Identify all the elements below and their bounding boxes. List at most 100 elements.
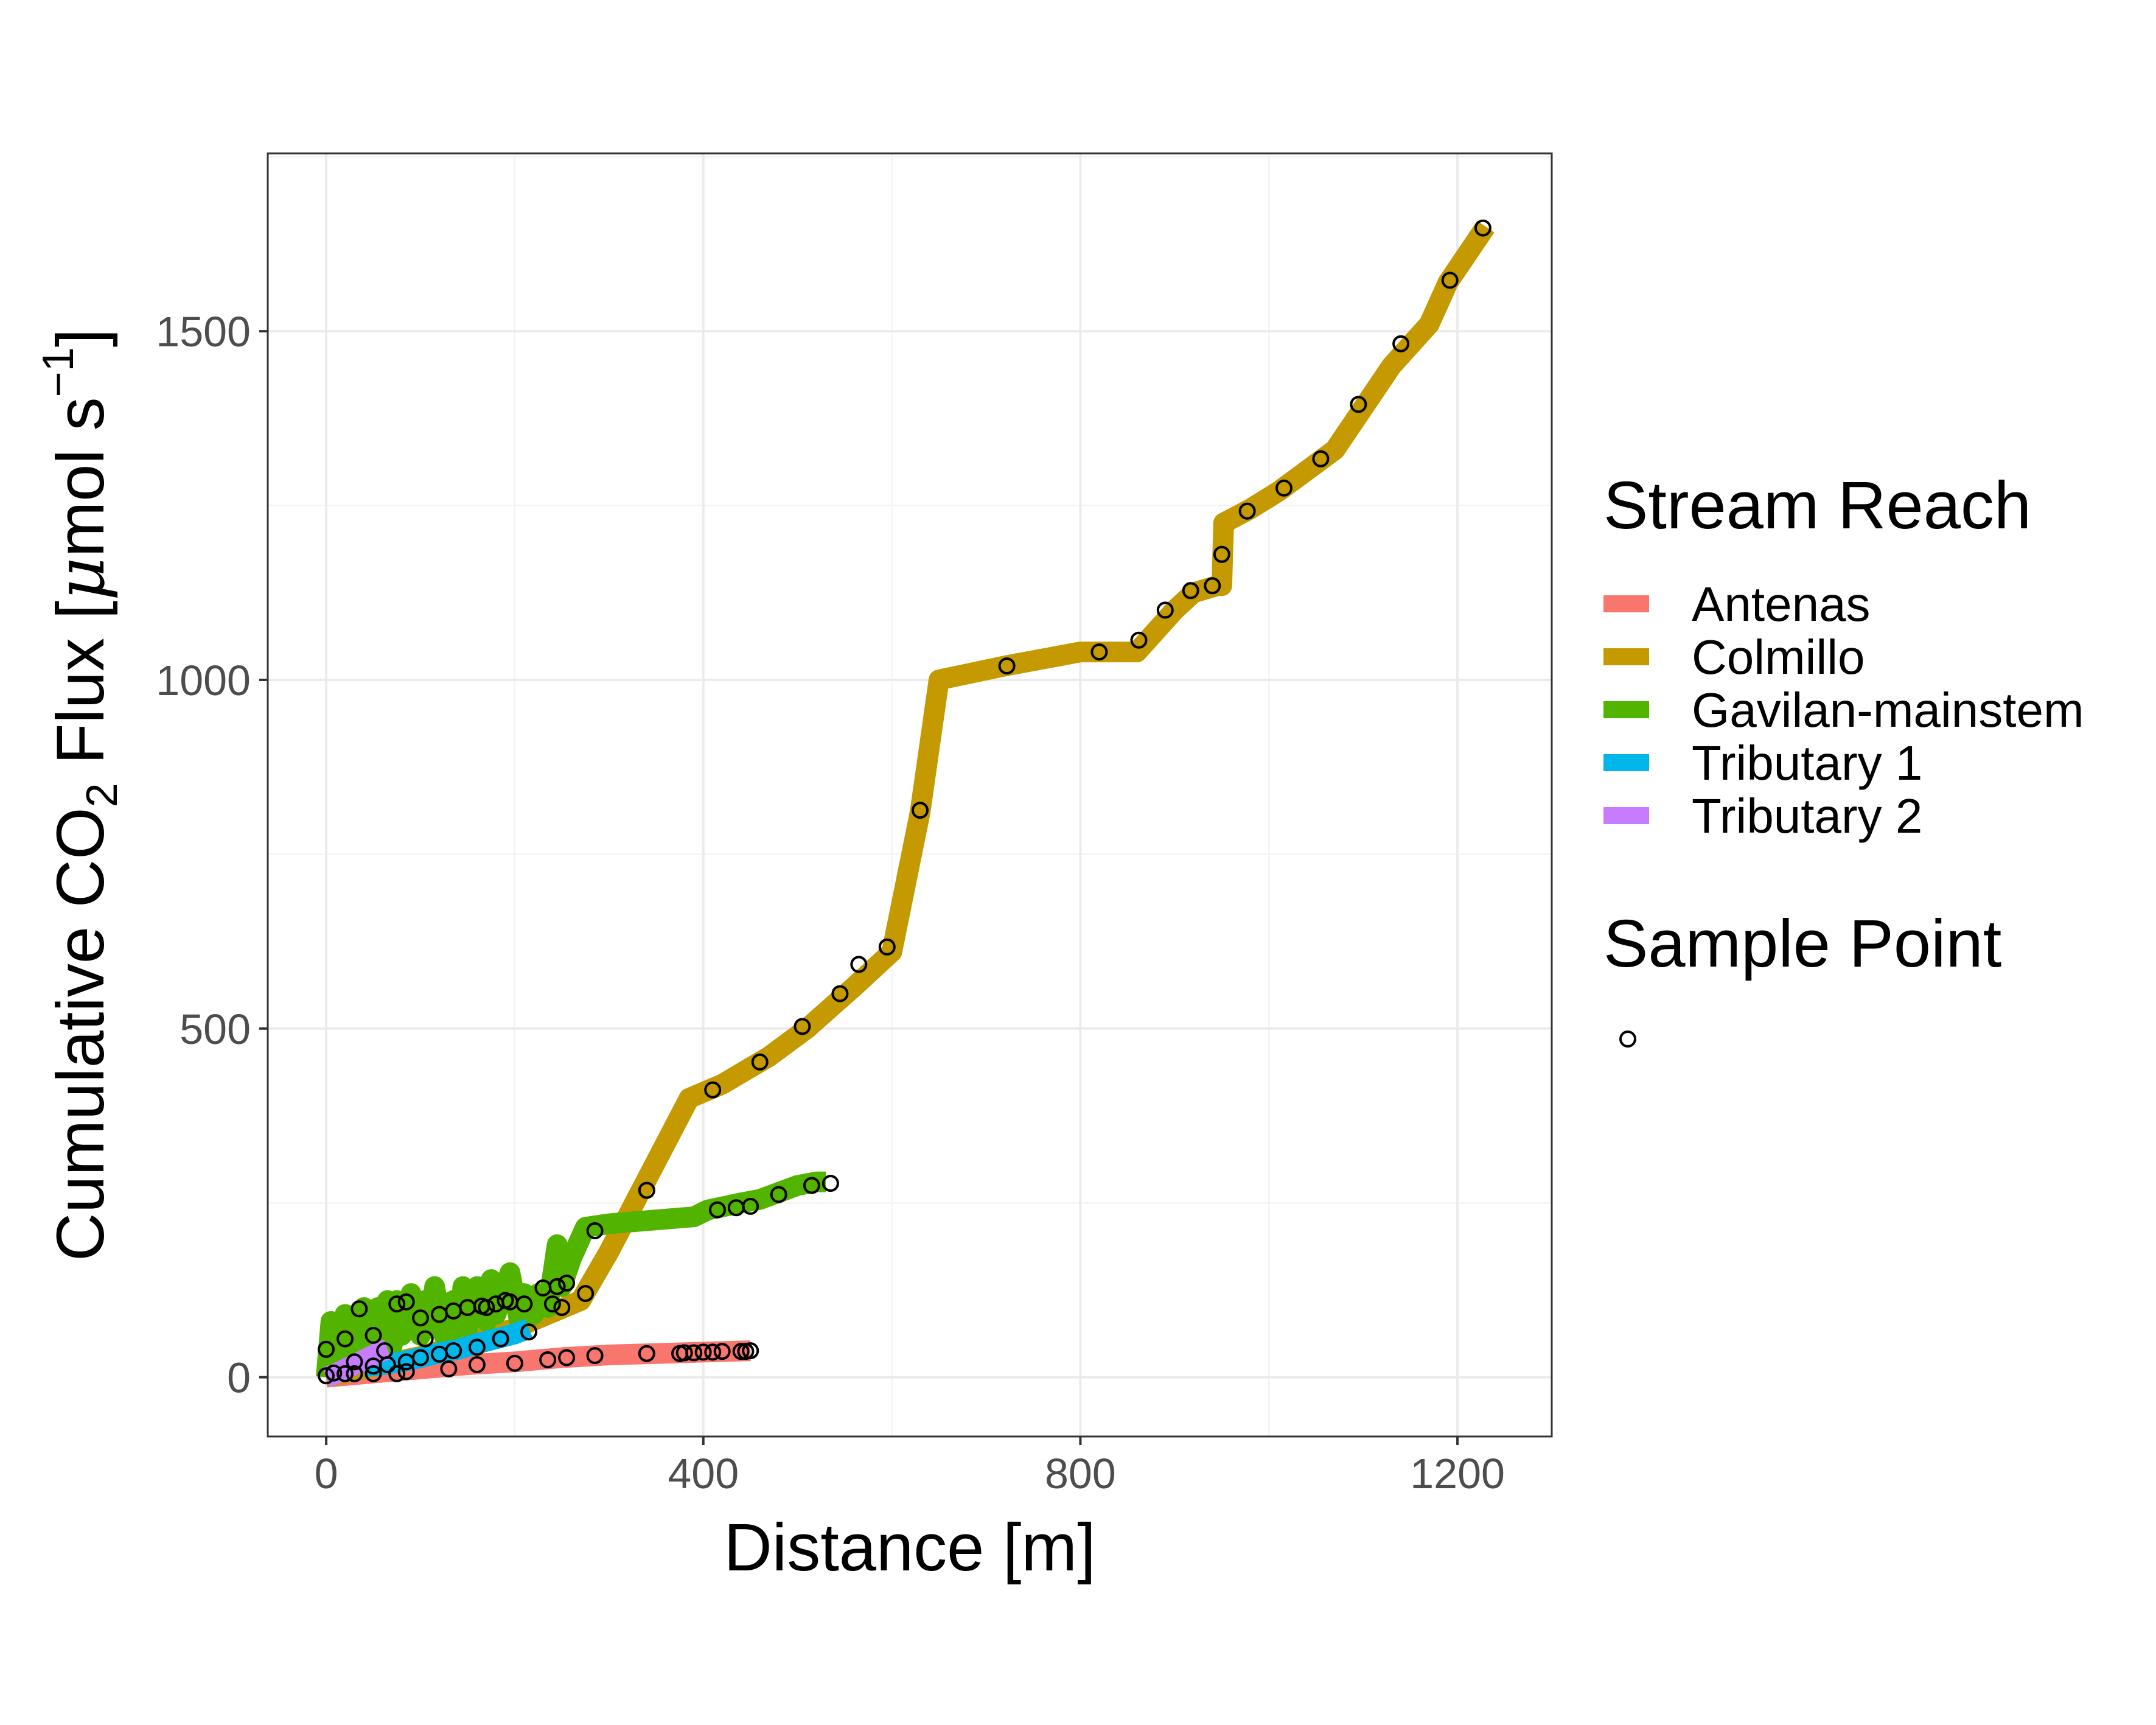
sample-point-gavilan-mainstem [388, 1295, 406, 1313]
sample-point-colmillo [1392, 335, 1410, 352]
y-axis-ticks: 0 500 1000 1500 [156, 308, 268, 1402]
y-axis-title-part-2: Flux [ [43, 601, 118, 783]
y-axis-title-subscript: 2 [78, 783, 127, 807]
sample-point-gavilan-mainstem [709, 1201, 726, 1219]
legend-key-antenas [1603, 595, 1649, 612]
legend-title-stream-reach: Stream Reach [1603, 468, 2031, 543]
y-axis-title-part-3: mol s [43, 397, 118, 558]
sample-point-gavilan-mainstem [770, 1186, 787, 1203]
legend-key-colmillo [1603, 648, 1649, 665]
y-axis-title-part-1: Cumulative CO [43, 807, 118, 1261]
plot-panel [268, 153, 1552, 1436]
legend-label-colmillo: Colmillo [1692, 630, 1865, 684]
sample-point-tributary-1 [492, 1330, 509, 1348]
panel-border [267, 152, 1553, 1438]
y-axis-title-part-4: ] [43, 329, 118, 348]
x-tick-label: 400 [668, 1450, 739, 1497]
sample-point-colmillo [1474, 219, 1491, 237]
sample-point-gavilan-mainstem [337, 1330, 354, 1348]
sample-point-colmillo [998, 657, 1016, 675]
sample-point-gavilan-mainstem [478, 1299, 495, 1317]
sample-points [318, 219, 1491, 1385]
sample-point-gavilan-mainstem [365, 1326, 382, 1344]
legend-key-tributary-1 [1603, 754, 1649, 771]
sample-point-colmillo [1312, 450, 1330, 467]
legend-title-sample-point: Sample Point [1603, 906, 2001, 981]
sample-point-colmillo [577, 1285, 595, 1303]
sample-point-antenas [713, 1343, 731, 1360]
legend-items: AntenasColmilloGavilan-mainstemTributary… [1603, 577, 2084, 843]
sample-point-gavilan-mainstem [416, 1330, 434, 1348]
sample-point-tributary-2 [325, 1364, 343, 1382]
series-line-gavilan-mainstem [316, 1171, 827, 1379]
sample-point-colmillo [1130, 631, 1148, 649]
x-tick-label: 800 [1045, 1450, 1116, 1497]
sample-point-colmillo [1350, 396, 1367, 413]
sample-point-antenas [694, 1343, 712, 1361]
series-lines [316, 220, 1495, 1388]
sample-point-colmillo [1441, 271, 1459, 289]
sample-point-gavilan-mainstem [548, 1278, 566, 1295]
sample-point-tributary-2 [346, 1353, 363, 1371]
sample-point-antenas [732, 1343, 750, 1360]
sample-point-antenas [468, 1356, 486, 1373]
series-line-tributary-1 [363, 1318, 533, 1377]
x-tick-label: 1200 [1410, 1450, 1505, 1497]
sample-point-colmillo [553, 1299, 571, 1317]
sample-point-antenas [388, 1365, 406, 1382]
legend-label-tributary-1: Tributary 1 [1692, 736, 1922, 790]
sample-point-tributary-1 [445, 1342, 462, 1360]
legend-label-gavilan-mainstem: Gavilan-mainstem [1692, 683, 2084, 737]
y-tick-label: 0 [227, 1354, 251, 1402]
sample-point-antenas [685, 1344, 703, 1362]
sample-point-gavilan-mainstem [803, 1177, 820, 1194]
sample-point-colmillo [1238, 502, 1256, 520]
sample-point-tributary-1 [412, 1349, 429, 1366]
sample-point-tributary-1 [520, 1323, 538, 1341]
sample-point-antenas [539, 1351, 557, 1368]
sample-point-colmillo [878, 938, 896, 956]
sample-point-colmillo [1182, 582, 1199, 600]
sample-point-antenas [365, 1365, 382, 1382]
sample-point-colmillo [850, 956, 868, 973]
sample-point-tributary-1 [468, 1338, 486, 1356]
sample-point-colmillo [912, 802, 929, 819]
x-tick-label: 0 [315, 1450, 338, 1497]
sample-point-antenas [440, 1360, 458, 1377]
legend-key-gavilan-mainstem [1603, 701, 1649, 718]
sample-point-colmillo [1213, 545, 1230, 563]
y-tick-label: 1500 [156, 308, 251, 355]
sample-point-antenas [742, 1342, 759, 1360]
sample-point-gavilan-mainstem [397, 1293, 415, 1310]
y-axis-title-mu: μ [41, 557, 119, 601]
sample-point-antenas [506, 1354, 523, 1372]
legend-key-tributary-2 [1603, 807, 1649, 824]
sample-point-gavilan-mainstem [412, 1309, 429, 1327]
sample-point-antenas [586, 1347, 604, 1365]
sample-point-gavilan-mainstem [515, 1295, 533, 1313]
sample-point-tributary-2 [376, 1342, 394, 1360]
series-line-colmillo [324, 220, 1495, 1388]
sample-point-gavilan-mainstem [586, 1222, 604, 1239]
legend-label-tributary-2: Tributary 2 [1692, 789, 1922, 843]
legend-sample-point-key [1619, 1030, 1636, 1048]
sample-point-colmillo [638, 1181, 655, 1199]
sample-point-gavilan-mainstem [543, 1295, 561, 1313]
sample-point-antenas [704, 1343, 722, 1361]
sample-point-gavilan-mainstem [742, 1197, 759, 1215]
legend: Stream Reach AntenasColmilloGavilan-main… [1603, 468, 2084, 1048]
sample-point-colmillo [794, 1018, 811, 1035]
x-axis-ticks: 0 400 800 1200 [315, 1436, 1505, 1497]
sample-point-colmillo [1156, 601, 1174, 619]
legend-label-antenas: Antenas [1692, 577, 1871, 631]
sample-point-antenas [558, 1349, 576, 1366]
sample-point-colmillo [1090, 643, 1108, 661]
sample-point-antenas [675, 1344, 693, 1362]
sample-point-antenas [337, 1365, 354, 1382]
sample-point-colmillo [704, 1081, 722, 1099]
y-axis-title-superscript: −1 [34, 347, 83, 397]
grid-lines [268, 153, 1552, 1436]
sample-point-tributary-2 [318, 1367, 335, 1385]
sample-point-gavilan-mainstem [822, 1175, 839, 1192]
